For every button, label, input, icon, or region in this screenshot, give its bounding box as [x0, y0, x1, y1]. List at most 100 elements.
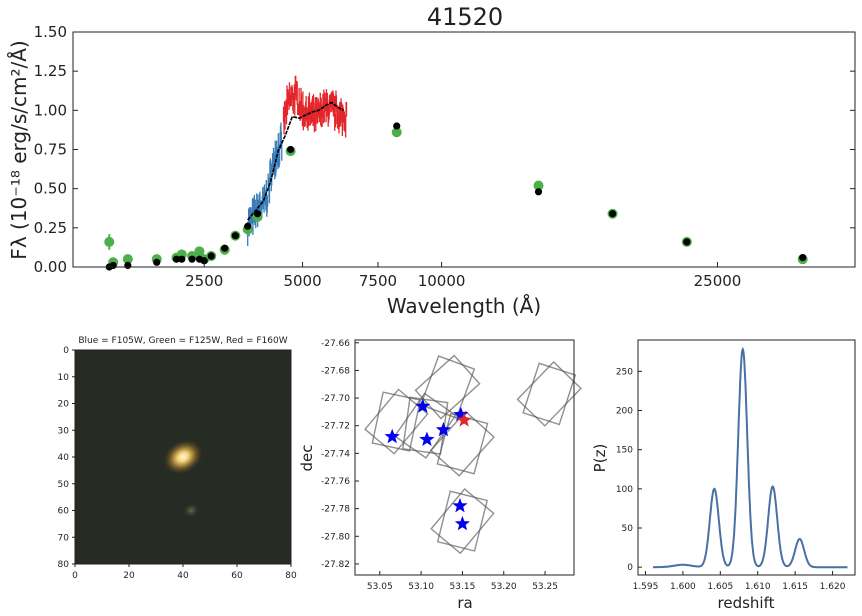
sky-ticks: 53.05 53.10 53.15 53.20 53.25 -27.66 -27.68 -27… — [321, 339, 558, 592]
sed-y-tick-label: 1.00 — [34, 101, 67, 119]
image-y-tick-label: 60 — [58, 507, 70, 517]
model-spectrum-line — [247, 101, 345, 221]
image-title: Blue = F105W, Green = F125W, Red = F160W — [78, 336, 287, 346]
model-photometry-point — [253, 210, 262, 218]
model-photometry-point — [683, 238, 691, 246]
image-y-tick-label: 0 — [63, 346, 69, 356]
pz-marks — [653, 346, 848, 569]
source-star-blue — [384, 428, 400, 444]
source-star-blue — [419, 431, 435, 446]
pointing-footprint — [429, 410, 495, 477]
image-x-tick-label: 60 — [231, 571, 243, 581]
sed-ticks: 2500 5000 7500 10000 25000 0.00 0.25 0.50 0.75 1.… — [34, 23, 855, 290]
model-photometry-point — [124, 261, 132, 270]
source-star-blue — [454, 515, 470, 531]
sed-x-tick-label: 5000 — [283, 272, 321, 290]
model-photometry-point — [200, 257, 208, 265]
sky-y-tick-label: -27.80 — [321, 532, 350, 542]
image-y-tick-label: 40 — [58, 453, 70, 463]
pointing-footprint — [522, 362, 577, 426]
observed-photometry-point — [533, 180, 544, 191]
sed-y-axis-label: Fλ (10⁻¹⁸ erg/s/cm²/Å) — [7, 40, 31, 259]
sed-y-tick-label: 1.25 — [34, 62, 67, 80]
source-star-blue — [453, 406, 469, 422]
observed-photometry-point — [194, 246, 205, 257]
image-x-tick-label: 20 — [123, 571, 135, 581]
sed-x-tick-label: 2500 — [185, 272, 223, 290]
sed-x-tick-label: 25000 — [694, 272, 742, 290]
sky-x-tick-label: 53.05 — [367, 582, 393, 592]
sed-panel: 41520 2500 5000 7500 10000 25000 0.00 0.25 0.50… — [7, 3, 856, 318]
sed-x-axis-label: Wavelength (Å) — [387, 294, 541, 318]
sed-axes-frame — [72, 31, 856, 268]
source-star-blue — [435, 421, 451, 437]
model-photometry-point — [178, 255, 186, 263]
sed-y-tick-label: 0.50 — [34, 180, 67, 198]
sky-y-tick-label: -27.82 — [321, 560, 350, 570]
image-x-tick-label: 80 — [285, 571, 297, 581]
sed-y-tick-label: 0.25 — [34, 219, 67, 237]
observed-photometry-point — [122, 254, 133, 265]
model-photometry-point — [799, 254, 807, 262]
sed-y-tick-label: 0.00 — [34, 258, 67, 276]
image-x-tick-label: 0 — [72, 571, 78, 581]
observed-photometry-point — [104, 236, 115, 247]
model-photometry-point — [286, 145, 295, 154]
image-y-tick-label: 30 — [58, 426, 70, 436]
pointing-footprint — [364, 388, 429, 455]
sky-footprint-panel: 53.05 53.10 53.15 53.20 53.25 -27.66 -27.68 -27… — [298, 339, 582, 612]
pz-x-tick-label: 1.595 — [633, 582, 659, 592]
pz-axes-frame — [637, 339, 856, 576]
model-photometry-point — [393, 122, 401, 130]
image-y-tick-label: 80 — [58, 560, 70, 570]
model-photometry-point — [244, 222, 252, 230]
pz-x-tick-label: 1.605 — [707, 582, 733, 592]
pz-curve — [653, 346, 848, 569]
pointing-footprint — [430, 487, 495, 555]
pz-x-tick-label: 1.600 — [670, 582, 696, 592]
pz-x-tick-label: 1.620 — [820, 582, 846, 592]
model-photometry-point — [109, 261, 117, 270]
galaxy-source — [162, 438, 204, 476]
pz-x-tick-label: 1.615 — [782, 582, 808, 592]
image-y-tick-label: 70 — [58, 533, 70, 543]
pointing-footprint — [371, 391, 422, 452]
sky-x-tick-label: 53.15 — [450, 582, 476, 592]
model-photometry-point — [608, 210, 617, 218]
source-star-blue — [452, 497, 468, 513]
pointing-footprint — [393, 392, 457, 459]
image-y-tick-label: 10 — [58, 373, 70, 383]
pointing-footprint — [436, 490, 489, 552]
sky-y-tick-label: -27.68 — [321, 366, 350, 376]
sky-x-axis-label: ra — [457, 594, 472, 612]
sky-x-tick-label: 53.25 — [532, 582, 558, 592]
sky-y-tick-label: -27.74 — [321, 449, 350, 459]
model-photometry-point — [153, 258, 161, 266]
sed-title: 41520 — [427, 3, 503, 31]
sky-y-tick-label: -27.78 — [321, 505, 350, 515]
pz-x-tick-label: 1.610 — [745, 582, 771, 592]
sky-y-tick-label: -27.72 — [321, 422, 350, 432]
galaxy-source — [182, 502, 200, 519]
sed-x-tick-label: 7500 — [359, 272, 397, 290]
pz-x-axis-label: redshift — [718, 594, 775, 612]
model-photometry-point — [231, 232, 239, 240]
pz-y-tick-label: 0 — [627, 563, 633, 573]
pz-y-tick-label: 100 — [616, 485, 633, 495]
image-sources — [162, 438, 204, 519]
model-photometry-point — [172, 255, 181, 263]
target-star-red — [456, 412, 472, 427]
pz-y-tick-label: 200 — [616, 407, 633, 417]
sky-x-tick-label: 53.10 — [408, 582, 434, 592]
sed-x-tick-label: 10000 — [418, 272, 466, 290]
image-x-tick-label: 40 — [177, 571, 189, 581]
pz-panel: 1.595 1.600 1.605 1.610 1.615 1.620 0 50 100 150 2… — [591, 339, 856, 612]
model-photometry-point — [534, 188, 543, 196]
pz-y-tick-label: 150 — [616, 446, 633, 456]
image-y-tick-label: 50 — [58, 480, 70, 490]
model-photometry-point — [207, 252, 215, 260]
pz-y-tick-label: 250 — [616, 367, 633, 377]
sky-y-axis-label: dec — [298, 445, 316, 472]
